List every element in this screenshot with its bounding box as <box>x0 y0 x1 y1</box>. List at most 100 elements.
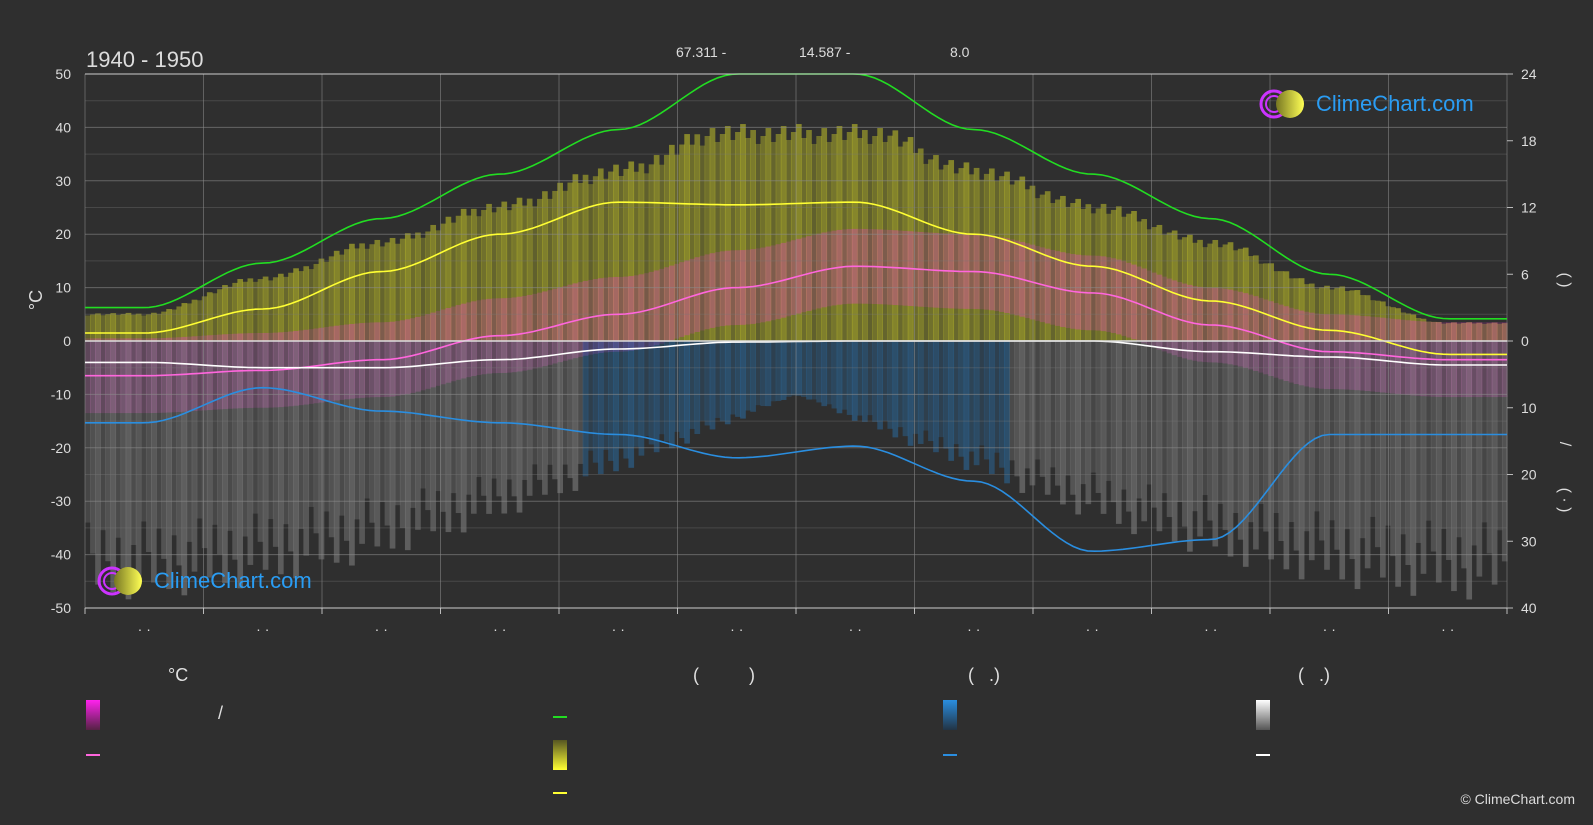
sunshine-strip <box>801 137 807 341</box>
precip-strip <box>608 341 614 461</box>
precip-strip <box>846 341 853 415</box>
precip-strip <box>953 341 960 445</box>
sunshine-strip <box>1461 322 1467 341</box>
sunshine-strip <box>151 312 157 341</box>
precip-strip <box>470 341 477 514</box>
precip-strip <box>547 341 553 465</box>
precip-strip <box>988 341 995 475</box>
precip-strip <box>181 341 188 596</box>
precip-strip <box>613 341 619 472</box>
precip-strip <box>1461 341 1467 569</box>
sunshine-strip <box>288 272 294 341</box>
precip-strip <box>1146 341 1153 485</box>
sunshine-strip <box>511 204 518 341</box>
sunshine-strip <box>364 248 370 341</box>
sunshine-strip <box>841 139 848 341</box>
precip-strip <box>892 341 899 438</box>
precip-strip <box>415 341 421 530</box>
precip-strip <box>496 341 503 497</box>
sunshine-strip <box>867 143 873 341</box>
annotation-1: 67.311 - <box>676 44 727 60</box>
sunshine-strip <box>917 148 924 341</box>
sunshine-strip <box>775 134 782 341</box>
precip-strip <box>623 341 630 459</box>
annotation-3: 8.0 <box>950 44 970 60</box>
x-tick-label: · · <box>1086 621 1099 637</box>
sunshine-strip <box>1029 185 1036 341</box>
precip-strip <box>1049 341 1056 468</box>
legend-swatch-temp-range <box>86 700 100 730</box>
sunshine-strip <box>242 281 249 341</box>
sunshine-strip <box>653 155 660 341</box>
sunshine-strip <box>638 163 645 341</box>
sunshine-strip <box>450 222 457 341</box>
sunshine-strip <box>1435 321 1442 341</box>
sunshine-strip <box>156 313 162 341</box>
sunshine-strip <box>1055 199 1061 341</box>
precip-strip <box>1364 341 1371 569</box>
precip-strip <box>1451 341 1457 592</box>
sunshine-strip <box>1212 239 1219 341</box>
precip-strip <box>851 341 858 421</box>
legend-swatch-snow <box>1256 700 1270 730</box>
sunshine-strip <box>465 215 472 341</box>
precip-strip <box>516 341 523 513</box>
sunshine-strip <box>658 164 665 341</box>
sunshine-strip <box>176 306 183 341</box>
sunshine-strip <box>745 137 751 341</box>
precip-strip <box>1090 341 1097 473</box>
sunshine-strip <box>318 258 325 341</box>
sunshine-strip <box>384 242 391 341</box>
sunshine-strip <box>816 135 822 341</box>
logo-bottom-left[interactable]: ClimeChart.com <box>96 565 312 597</box>
chart-title: 1940 - 1950 <box>86 47 203 72</box>
sunshine-strip <box>1242 247 1249 341</box>
sunshine-strip <box>166 309 172 341</box>
precip-strip <box>1197 341 1203 537</box>
sunshine-strip <box>303 266 310 341</box>
y-right-tick-label: 12 <box>1521 200 1537 216</box>
precip-strip <box>567 341 574 479</box>
precip-strip <box>1141 341 1148 522</box>
sunshine-strip <box>669 144 675 341</box>
sunshine-strip <box>973 167 980 341</box>
precip-strip <box>755 341 762 406</box>
precip-strip <box>430 341 437 532</box>
precip-strip <box>491 341 497 479</box>
precip-strip <box>780 341 787 400</box>
y-right-tick-label: 6 <box>1521 266 1529 282</box>
sunshine-strip <box>196 300 203 341</box>
sunshine-strip <box>1283 271 1290 341</box>
precip-strip <box>1481 341 1488 523</box>
sunshine-strip <box>988 168 995 341</box>
precip-strip <box>897 341 904 428</box>
sunshine-strip <box>1446 323 1452 341</box>
sunshine-strip <box>1060 195 1066 341</box>
sunshine-strip <box>85 315 91 341</box>
precip-strip <box>1308 341 1315 561</box>
precip-strip <box>902 341 909 437</box>
legend-header-snow: ( .) <box>1298 665 1330 685</box>
precip-strip <box>1181 341 1188 527</box>
sunshine-strip <box>780 126 787 341</box>
sunshine-strip <box>171 309 178 341</box>
precip-strip <box>699 341 706 421</box>
logo-top-right[interactable]: ClimeChart.com <box>1258 88 1474 120</box>
sunshine-strip <box>790 132 797 341</box>
precip-strip <box>653 341 660 453</box>
precip-strip <box>1496 341 1503 531</box>
precip-strip <box>323 341 330 512</box>
legend-temp-separator: / <box>218 703 224 723</box>
precip-strip <box>1466 341 1473 600</box>
sunshine-strip <box>603 178 609 341</box>
precip-strip <box>1115 341 1122 524</box>
y-tick-label: 0 <box>63 333 71 349</box>
precip-strip <box>450 341 457 494</box>
precip-strip <box>110 341 117 593</box>
precip-strip <box>333 341 340 563</box>
sunshine-strip <box>1176 239 1183 341</box>
precip-strip <box>460 341 467 533</box>
precip-strip <box>806 341 812 400</box>
sunshine-strip <box>542 191 548 341</box>
sunshine-strip <box>95 313 101 341</box>
